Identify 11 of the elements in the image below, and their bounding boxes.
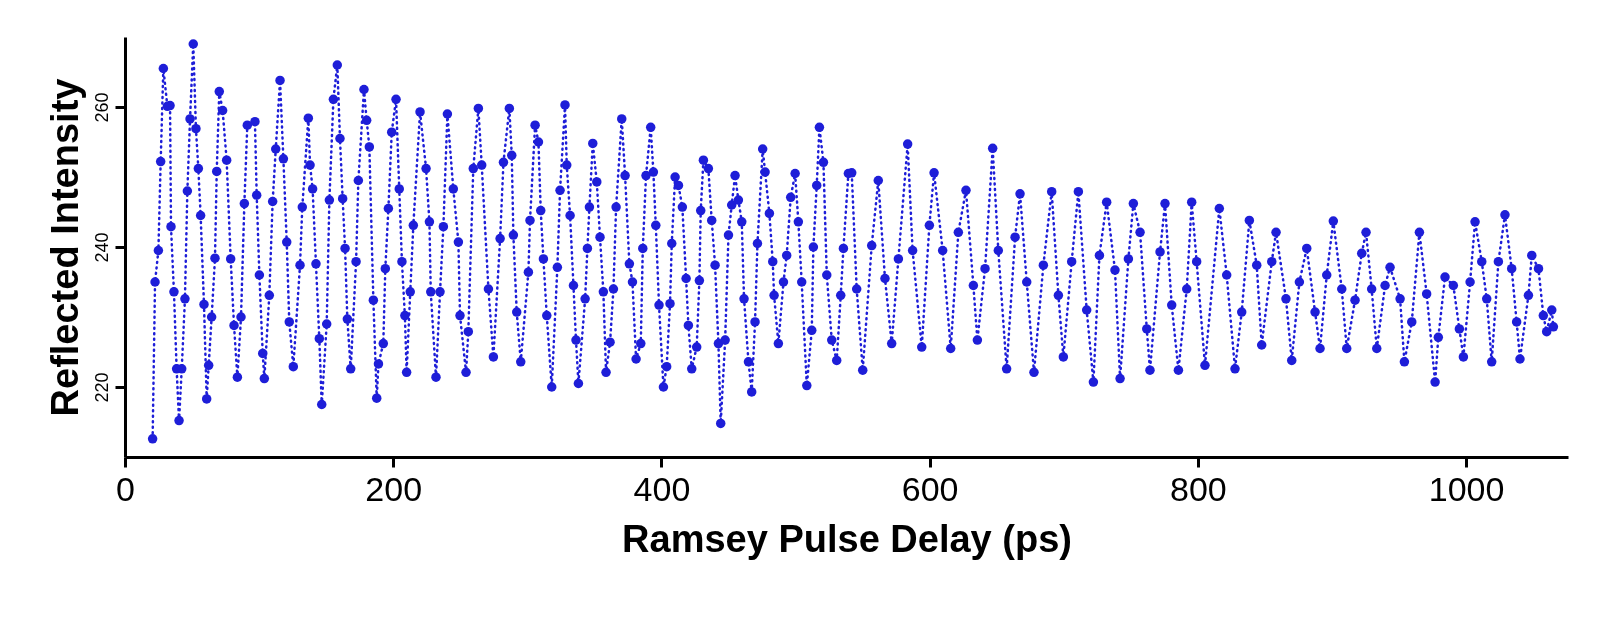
x-tick-label: 600 bbox=[901, 469, 959, 508]
x-tick-label: 0 bbox=[116, 469, 135, 508]
y-tick-label: 220 bbox=[91, 372, 112, 403]
y-tick-label: 260 bbox=[91, 92, 112, 123]
y-axis-title: Reflected Intensity bbox=[43, 78, 86, 417]
x-tick-label: 1000 bbox=[1428, 469, 1505, 508]
x-tick-label: 800 bbox=[1170, 469, 1227, 508]
x-axis-title: Ramsey Pulse Delay (ps) bbox=[622, 517, 1072, 560]
x-tick-label: 200 bbox=[365, 469, 423, 508]
y-tick-label: 240 bbox=[91, 232, 112, 263]
x-tick-label: 400 bbox=[633, 469, 691, 508]
